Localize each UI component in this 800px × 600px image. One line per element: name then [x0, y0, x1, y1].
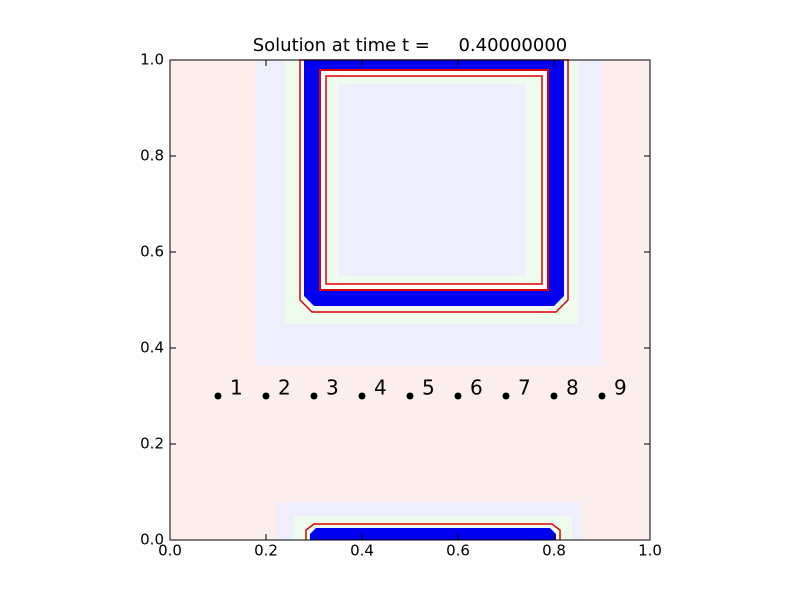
y-tick-label: 0.8 [140, 147, 164, 165]
point [454, 392, 462, 400]
point-label: 9 [614, 376, 627, 400]
y-tick-label: 0.4 [140, 339, 164, 357]
plot-frame [169, 59, 651, 541]
solution-field [170, 59, 650, 540]
x-tick-label: 0.0 [158, 542, 182, 560]
point [502, 392, 510, 400]
point-label: 2 [278, 376, 291, 400]
point [262, 392, 270, 400]
point [358, 392, 366, 400]
point [406, 392, 414, 400]
x-tick-label: 0.2 [254, 542, 278, 560]
point [598, 392, 606, 400]
field-region [338, 84, 526, 276]
point-label: 8 [566, 376, 579, 400]
point-label: 3 [326, 376, 339, 400]
point [550, 392, 558, 400]
y-tick-label: 0.0 [140, 531, 164, 549]
point-label: 5 [422, 376, 435, 400]
x-tick-label: 0.8 [542, 542, 566, 560]
point-label: 1 [230, 376, 243, 400]
y-tick-label: 0.2 [140, 435, 164, 453]
x-tick-label: 0.4 [350, 542, 374, 560]
y-tick-label: 1.0 [140, 51, 164, 69]
point-label: 6 [470, 376, 483, 400]
x-tick-label: 1.0 [638, 542, 662, 560]
point [214, 392, 222, 400]
point-label: 7 [518, 376, 531, 400]
chart-title: Solution at time t = 0.40000000 [253, 35, 568, 56]
point-label: 4 [374, 376, 387, 400]
x-tick-label: 0.6 [446, 542, 470, 560]
contour [305, 523, 561, 540]
y-tick-label: 0.6 [140, 243, 164, 261]
contour-band [310, 528, 556, 540]
point [310, 392, 318, 400]
